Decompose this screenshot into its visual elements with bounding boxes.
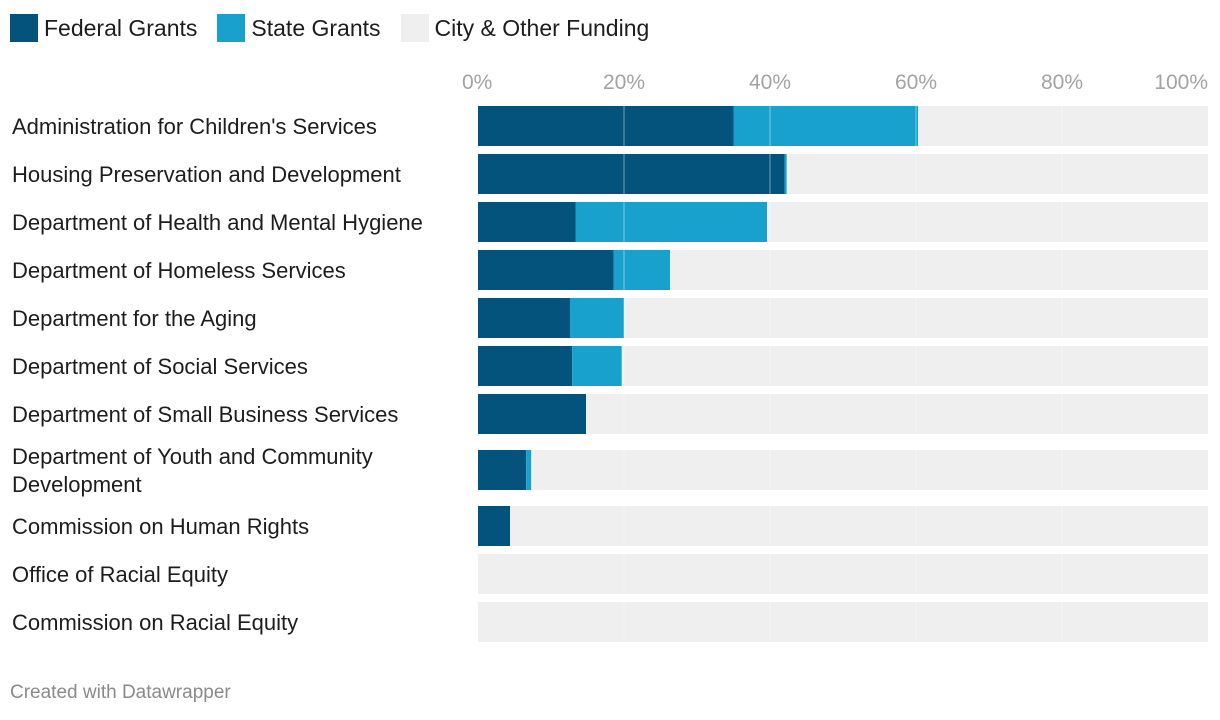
- bar-city-other-funding-housing-preservation-and-development[interactable]: [786, 154, 1208, 194]
- bar-state-grants-department-for-the-aging[interactable]: [569, 298, 624, 338]
- category-labels: Administration for Children's Services Ho…: [12, 114, 423, 635]
- bar-federal-grants-department-of-youth-and-community-development[interactable]: [478, 450, 527, 490]
- bar-city-other-funding-department-of-youth-and-community-development[interactable]: [531, 450, 1208, 490]
- category-label-housing-preservation-and-development: Housing Preservation and Development: [12, 162, 401, 187]
- legend-item-state-grants[interactable]: State Grants: [217, 14, 381, 42]
- bar-federal-grants-housing-preservation-and-development[interactable]: [478, 154, 785, 194]
- bar-city-other-funding-department-of-homeless-services[interactable]: [669, 250, 1208, 290]
- bar-city-other-funding-department-of-health-and-mental-hygiene[interactable]: [767, 202, 1208, 242]
- legend-label-state-grants: State Grants: [251, 14, 381, 41]
- category-label-department-for-the-aging: Department for the Aging: [12, 306, 257, 331]
- bar-federal-grants-department-of-homeless-services[interactable]: [478, 250, 614, 290]
- legend-item-city-other-funding[interactable]: City & Other Funding: [400, 14, 650, 42]
- bar-state-grants-department-of-homeless-services[interactable]: [613, 250, 670, 290]
- legend-label-federal-grants: Federal Grants: [44, 14, 198, 41]
- x-tick-label: 80%: [1041, 71, 1083, 94]
- x-tick-label: 100%: [1154, 71, 1208, 94]
- category-label-commission-on-racial-equity: Commission on Racial Equity: [12, 610, 298, 635]
- category-label-department-of-health-and-mental-hygiene: Department of Health and Mental Hygiene: [12, 210, 423, 235]
- legend-item-federal-grants[interactable]: Federal Grants: [10, 14, 197, 42]
- stacked-bar-chart: 0% 20% 40% 60% 80% 100% Administration for Ch…: [12, 71, 1208, 642]
- x-tick-label: 60%: [895, 71, 937, 94]
- bar-federal-grants-department-of-small-business-services[interactable]: [478, 394, 587, 434]
- bar-state-grants-administration-for-children-s-services[interactable]: [733, 106, 919, 146]
- category-label-administration-for-children-s-services: Administration for Children's Services: [12, 114, 377, 139]
- category-label-department-of-small-business-services: Department of Small Business Services: [12, 402, 398, 427]
- bar-city-other-funding-administration-for-children-s-services[interactable]: [918, 106, 1208, 146]
- category-label-department-of-homeless-services: Department of Homeless Services: [12, 258, 346, 283]
- category-label-department-of-youth-and-community-development-line-1: Department of Youth and Community: [12, 444, 373, 469]
- bar-state-grants-department-of-health-and-mental-hygiene[interactable]: [575, 202, 768, 242]
- credit-text[interactable]: Created with Datawrapper: [10, 682, 231, 703]
- category-label-commission-on-human-rights: Commission on Human Rights: [12, 514, 309, 539]
- bar-city-other-funding-department-of-small-business-services[interactable]: [586, 394, 1208, 434]
- bar-federal-grants-department-of-social-services[interactable]: [478, 346, 573, 386]
- bar-federal-grants-administration-for-children-s-services[interactable]: [478, 106, 734, 146]
- bar-city-other-funding-office-of-racial-equity[interactable]: [478, 554, 1208, 594]
- category-label-department-of-youth-and-community-development-line-2: Development: [12, 472, 142, 497]
- bar-federal-grants-department-for-the-aging[interactable]: [478, 298, 570, 338]
- x-tick-label: 0%: [462, 71, 492, 94]
- legend-swatch-state-grants: [217, 14, 246, 42]
- legend-swatch-city-other-funding: [400, 14, 429, 42]
- bar-city-other-funding-department-of-social-services[interactable]: [621, 346, 1208, 386]
- bars: [478, 106, 1208, 642]
- bar-federal-grants-commission-on-human-rights[interactable]: [478, 506, 511, 546]
- legend: Federal Grants State Grants City & Other…: [10, 12, 669, 44]
- x-tick-label: 40%: [749, 71, 791, 94]
- x-axis-ticks: 0% 20% 40% 60% 80% 100%: [462, 71, 1208, 94]
- bar-city-other-funding-commission-on-human-rights[interactable]: [510, 506, 1208, 546]
- bar-state-grants-department-of-youth-and-community-development[interactable]: [526, 450, 532, 490]
- bar-state-grants-housing-preservation-and-development[interactable]: [784, 154, 787, 194]
- bar-federal-grants-department-of-health-and-mental-hygiene[interactable]: [478, 202, 576, 242]
- bar-city-other-funding-commission-on-racial-equity[interactable]: [478, 602, 1208, 642]
- category-label-office-of-racial-equity: Office of Racial Equity: [12, 562, 228, 587]
- bar-state-grants-department-of-social-services[interactable]: [572, 346, 622, 386]
- gridlines: [623, 100, 1063, 642]
- category-label-department-of-social-services: Department of Social Services: [12, 354, 308, 379]
- bar-city-other-funding-department-for-the-aging[interactable]: [624, 298, 1208, 338]
- legend-label-city-other-funding: City & Other Funding: [434, 14, 650, 41]
- legend-swatch-federal-grants: [10, 14, 38, 42]
- x-tick-label: 20%: [603, 71, 645, 94]
